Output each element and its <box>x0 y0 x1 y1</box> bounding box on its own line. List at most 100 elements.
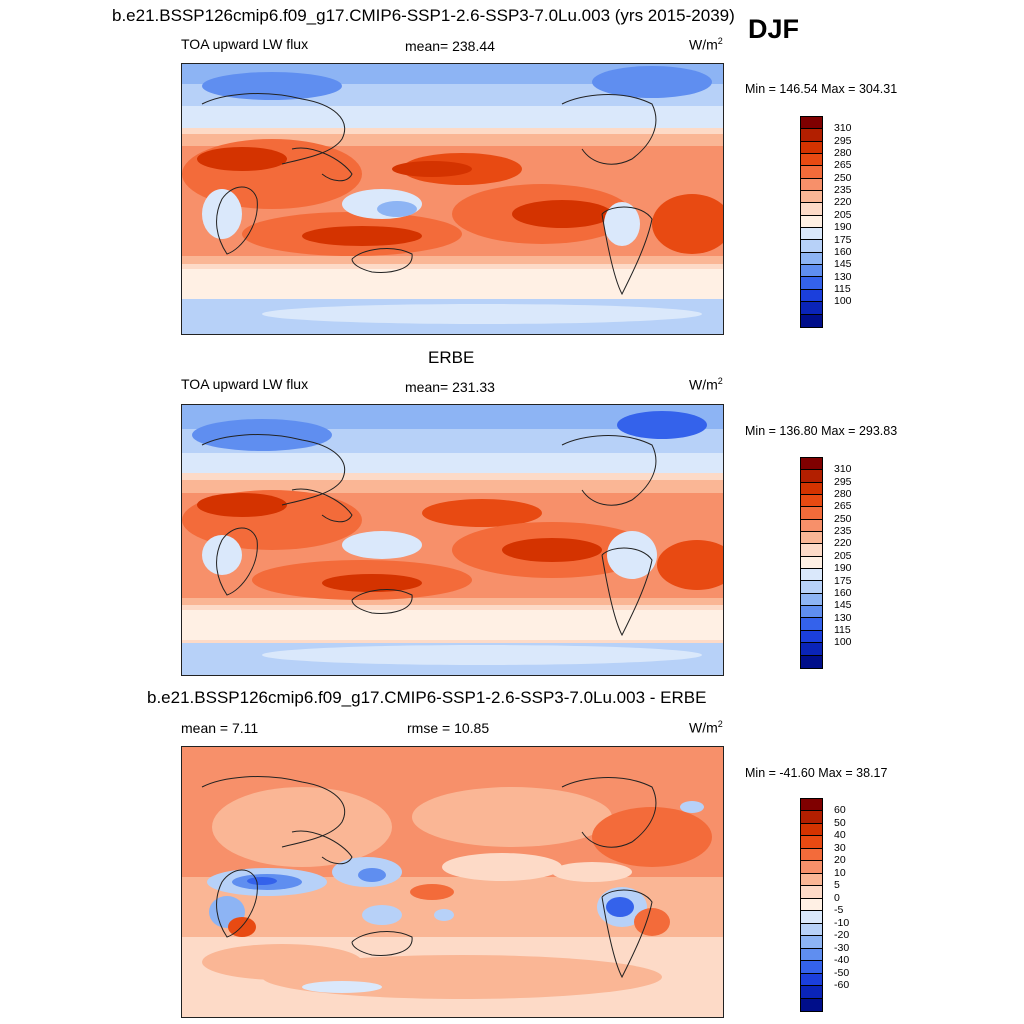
colorbar-tick-label: -20 <box>834 929 850 942</box>
panel1-variable-label: TOA upward LW flux <box>181 36 309 52</box>
colorbar-cell <box>801 191 822 204</box>
colorbar-tick-label: -40 <box>834 954 850 967</box>
colorbar-tick-label: 145 <box>834 599 852 612</box>
colorbar-cell <box>801 886 822 899</box>
colorbar-cell <box>801 861 822 874</box>
panel2-map-svg <box>182 405 723 675</box>
colorbar-tick-label: 60 <box>834 804 846 817</box>
colorbar-cell <box>801 117 822 130</box>
colorbar-cell <box>801 836 822 849</box>
panel2-variable-label: TOA upward LW flux <box>181 376 309 392</box>
panel1-colorbar <box>800 116 823 328</box>
colorbar-tick-label: 250 <box>834 512 852 525</box>
colorbar-tick-label: 10 <box>834 866 846 879</box>
colorbar-cell <box>801 799 822 812</box>
panel2-mean-label: mean= 231.33 <box>405 379 495 395</box>
colorbar-cell <box>801 569 822 582</box>
panel2-map <box>181 404 724 676</box>
colorbar-cell <box>801 848 822 862</box>
colorbar-cell <box>801 519 822 533</box>
colorbar-cell <box>801 911 822 924</box>
panel1-units-label: W/m2 <box>689 36 723 53</box>
colorbar-cell <box>801 936 822 949</box>
colorbar-cell <box>801 655 822 668</box>
colorbar-tick-label: 205 <box>834 208 852 221</box>
colorbar-cell <box>801 240 822 253</box>
colorbar-tick-label: 20 <box>834 854 846 867</box>
colorbar-cell <box>801 630 822 644</box>
colorbar-tick-label: 295 <box>834 475 852 488</box>
colorbar-cell <box>801 581 822 594</box>
colorbar-tick-label: 220 <box>834 196 852 209</box>
panel3-rmse-label: rmse = 10.85 <box>407 720 490 736</box>
panel1-mean-label: mean= 238.44 <box>405 38 495 54</box>
colorbar-tick-label: 145 <box>834 258 852 271</box>
colorbar-cell <box>801 998 822 1011</box>
colorbar-cell <box>801 811 822 824</box>
colorbar-tick-label: -5 <box>834 904 844 917</box>
colorbar-cell <box>801 154 822 167</box>
colorbar-tick-label: 100 <box>834 295 852 308</box>
colorbar-cell <box>801 606 822 619</box>
colorbar-cell <box>801 532 822 545</box>
colorbar-cell <box>801 178 822 192</box>
panel1-map <box>181 63 724 335</box>
panel2-units-label: W/m2 <box>689 376 723 393</box>
colorbar-tick-label: 220 <box>834 537 852 550</box>
colorbar-cell <box>801 470 822 483</box>
panel3-map <box>181 746 724 1018</box>
colorbar-tick-label: 175 <box>834 574 852 587</box>
panel1-minmax-label: Min = 146.54 Max = 304.31 <box>745 82 898 96</box>
colorbar-cell <box>801 495 822 508</box>
colorbar-cell <box>801 228 822 241</box>
panel3-title: b.e21.BSSP126cmip6.f09_g17.CMIP6-SSP1-2.… <box>147 688 707 707</box>
colorbar-tick-label: 250 <box>834 171 852 184</box>
colorbar-cell <box>801 482 822 496</box>
colorbar-cell <box>801 823 822 837</box>
colorbar-cell <box>801 873 822 887</box>
colorbar-cell <box>801 986 822 999</box>
season-label: DJF <box>748 14 800 44</box>
colorbar-cell <box>801 129 822 142</box>
colorbar-cell <box>801 141 822 155</box>
colorbar-tick-label: 115 <box>834 623 851 636</box>
colorbar-tick-label: 295 <box>834 134 852 147</box>
colorbar-cell <box>801 302 822 315</box>
colorbar-cell <box>801 923 822 937</box>
colorbar-tick-label: 160 <box>834 245 852 258</box>
panel3-minmax-label: Min = -41.60 Max = 38.17 <box>745 766 888 780</box>
figure-title: b.e21.BSSP126cmip6.f09_g17.CMIP6-SSP1-2.… <box>112 6 735 25</box>
colorbar-tick-label: 160 <box>834 586 852 599</box>
colorbar-cell <box>801 277 822 290</box>
colorbar-cell <box>801 203 822 216</box>
colorbar-tick-label: 235 <box>834 184 852 197</box>
colorbar-cell <box>801 556 822 570</box>
colorbar-tick-label: 30 <box>834 841 846 854</box>
panel3-map-svg <box>182 747 723 1017</box>
colorbar-cell <box>801 166 822 179</box>
colorbar-tick-label: 130 <box>834 270 852 283</box>
panel2-minmax-label: Min = 136.80 Max = 293.83 <box>745 424 898 438</box>
colorbar-cell <box>801 458 822 471</box>
colorbar-cell <box>801 265 822 278</box>
colorbar-cell <box>801 643 822 656</box>
colorbar-tick-label: 50 <box>834 816 846 829</box>
colorbar-cell <box>801 215 822 229</box>
colorbar-tick-label: 190 <box>834 221 852 234</box>
panel3-colorbar <box>800 798 823 1012</box>
panel2-colorbar <box>800 457 823 669</box>
colorbar-tick-label: 310 <box>834 463 852 476</box>
colorbar-tick-label: 235 <box>834 525 852 538</box>
colorbar-tick-label: 205 <box>834 549 852 562</box>
colorbar-cell <box>801 252 822 266</box>
colorbar-tick-label: -10 <box>834 916 850 929</box>
colorbar-tick-label: 280 <box>834 147 852 160</box>
panel3-mean-label: mean = 7.11 <box>181 720 259 736</box>
colorbar-tick-label: 265 <box>834 500 852 513</box>
colorbar-tick-label: 130 <box>834 611 852 624</box>
colorbar-cell <box>801 544 822 557</box>
colorbar-tick-label: -60 <box>834 979 850 992</box>
colorbar-cell <box>801 618 822 631</box>
colorbar-cell <box>801 973 822 987</box>
colorbar-tick-label: 175 <box>834 233 852 246</box>
